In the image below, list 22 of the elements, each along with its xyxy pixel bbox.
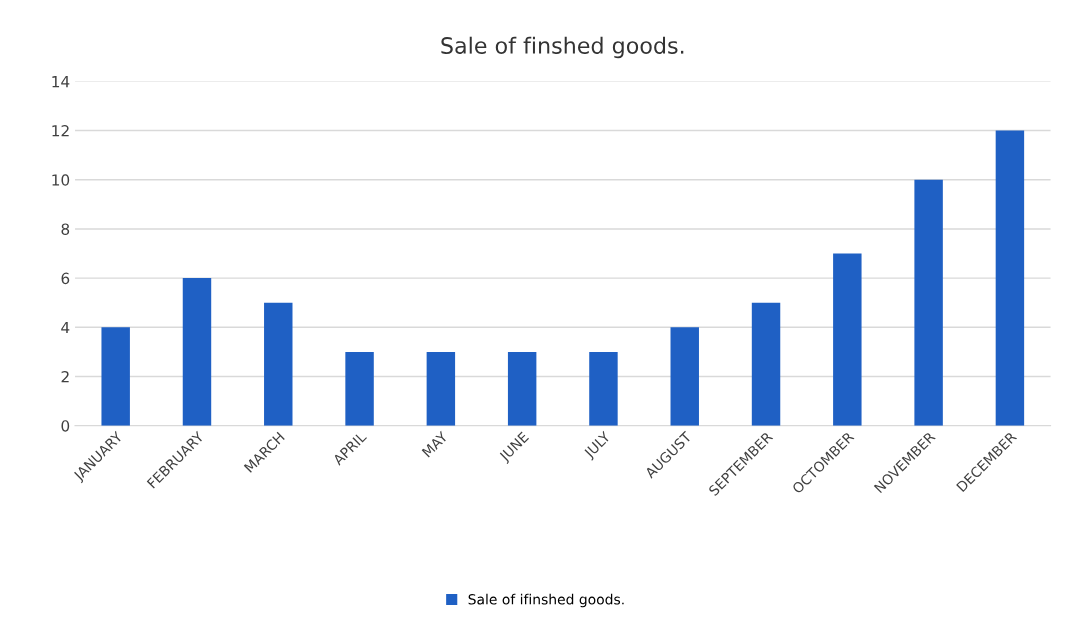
y-tick-label: 14 — [52, 76, 70, 88]
y-tick-label: 2 — [61, 370, 69, 383]
bar — [507, 351, 537, 426]
bar — [345, 351, 374, 426]
bar — [751, 302, 781, 426]
bar — [589, 351, 618, 426]
bar — [995, 130, 1025, 426]
bar — [833, 253, 862, 426]
chart-title: Sale of finshed goods. — [441, 36, 684, 59]
y-tick-label: 4 — [61, 321, 70, 334]
bar — [670, 327, 699, 426]
bar — [182, 278, 212, 426]
y-tick-label: 10 — [52, 174, 70, 186]
bar — [426, 351, 456, 426]
y-tick-label: 0 — [61, 420, 70, 432]
y-tick-label: 12 — [52, 125, 69, 137]
legend-label: Sale of ifinshed goods. — [468, 593, 624, 608]
y-tick-label: 6 — [61, 272, 70, 285]
y-tick-label: 8 — [61, 223, 70, 235]
bar — [264, 302, 293, 426]
bar — [914, 179, 943, 426]
bar — [101, 327, 130, 426]
